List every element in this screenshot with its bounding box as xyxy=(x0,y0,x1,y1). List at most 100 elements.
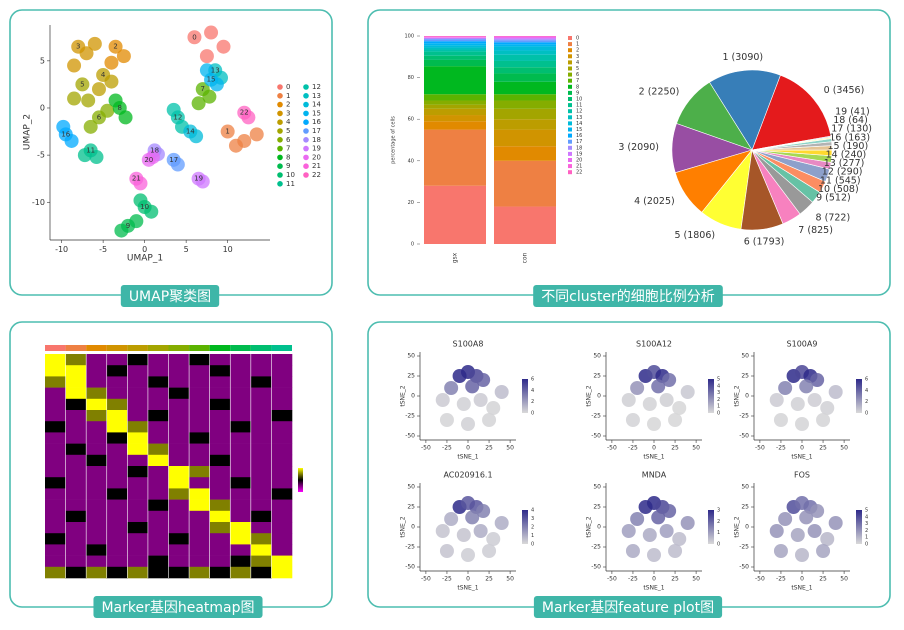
slice-label: 8 (722) xyxy=(816,212,851,223)
heat-cell xyxy=(189,544,210,556)
x-tick-label: -25 xyxy=(776,575,786,582)
x-tick-label: 50 xyxy=(692,575,700,582)
heat-cell xyxy=(168,555,190,568)
heat-cell xyxy=(230,477,252,489)
point xyxy=(444,512,459,526)
legend-label: 5 xyxy=(286,127,290,135)
cluster-label: 16 xyxy=(61,130,70,138)
legend-swatch xyxy=(568,158,572,162)
heat-cell xyxy=(127,410,149,422)
panel xyxy=(367,321,891,608)
cluster-label: 1 xyxy=(225,128,229,136)
colorbar-label: 1 xyxy=(717,404,720,410)
heat-cell xyxy=(86,398,108,411)
heat-cell xyxy=(250,533,272,545)
point xyxy=(680,516,695,530)
heat-cell xyxy=(45,533,66,545)
legend-swatch xyxy=(303,93,309,99)
cluster-label: 2 xyxy=(113,43,117,51)
point xyxy=(482,544,497,558)
heat-cell xyxy=(230,533,252,545)
legend-swatch xyxy=(568,48,572,53)
point xyxy=(456,397,471,411)
bar-segment xyxy=(424,47,486,50)
heat-cell xyxy=(250,432,272,444)
heat-cell xyxy=(147,510,169,523)
colorbar-label: 4 xyxy=(717,383,720,389)
legend-label: 10 xyxy=(576,97,582,103)
y-tick-label: -25 xyxy=(405,413,415,420)
pie-slice xyxy=(709,69,781,151)
x-tick-label: -50 xyxy=(421,575,431,582)
heat-cell xyxy=(250,398,272,411)
y-tick-label: 25 xyxy=(593,373,601,380)
legend-label: 19 xyxy=(576,151,582,157)
heat-cell xyxy=(86,454,108,467)
x-axis-label: tSNE_1 xyxy=(791,585,812,592)
caption: 不同cluster的细胞比例分析 xyxy=(541,289,715,305)
legend-label: 13 xyxy=(576,115,582,121)
heat-cell xyxy=(86,488,108,500)
bar-segment xyxy=(494,44,556,47)
plot-title: FOS xyxy=(794,471,810,480)
heat-cell xyxy=(250,555,272,568)
heat-cell xyxy=(45,566,66,579)
heat-cell xyxy=(230,466,252,478)
heat-cell xyxy=(106,488,128,500)
y-tick-label: -50 xyxy=(405,564,415,571)
y-axis-label: percentage of cells xyxy=(391,116,397,164)
heat-cell xyxy=(230,555,252,568)
point xyxy=(642,528,657,542)
x-tick-label: 50 xyxy=(506,575,514,582)
heat-cell xyxy=(230,522,252,534)
heat-cell xyxy=(209,566,231,579)
bar-segment xyxy=(494,54,556,61)
bar-segment xyxy=(424,129,486,186)
caption-pill xyxy=(533,596,723,618)
bar-segment xyxy=(424,59,486,67)
heat-cell xyxy=(271,488,293,500)
point xyxy=(659,524,674,538)
heat-cell xyxy=(45,510,66,523)
caption: UMAP聚类图 xyxy=(129,289,211,305)
point xyxy=(249,127,264,142)
heat-cell xyxy=(230,443,252,456)
x-axis-label: tSNE_1 xyxy=(643,585,664,592)
bar-segment xyxy=(494,129,556,147)
legend-label: 16 xyxy=(576,133,582,139)
bar-segment xyxy=(494,42,556,45)
x-tick-label: con xyxy=(522,252,529,263)
legend-label: 13 xyxy=(312,92,321,100)
y-tick-label: 25 xyxy=(407,504,415,511)
point xyxy=(118,110,133,125)
legend-swatch xyxy=(568,90,572,95)
heat-cell xyxy=(127,522,149,534)
y-tick-label: 20 xyxy=(408,200,414,206)
heat-cell xyxy=(106,533,128,545)
legend-label: 11 xyxy=(286,180,295,188)
heat-cell xyxy=(230,510,252,523)
heat-cell xyxy=(271,566,293,579)
heat-cell xyxy=(189,421,210,433)
heat-cell xyxy=(147,443,169,456)
y-tick-label: -25 xyxy=(591,544,601,551)
point xyxy=(114,223,129,238)
legend-label: 21 xyxy=(576,164,582,170)
point xyxy=(104,74,119,89)
cluster-strip xyxy=(168,345,190,351)
y-tick-label: 50 xyxy=(741,484,749,491)
heat-cell xyxy=(147,410,169,422)
legend-label: 17 xyxy=(576,139,582,145)
legend-label: 7 xyxy=(576,78,579,84)
y-tick-label: 0 xyxy=(745,393,749,400)
bar-segment xyxy=(494,206,556,244)
heat-cell xyxy=(106,499,128,512)
bar-segment xyxy=(494,73,556,82)
cluster-strip xyxy=(250,345,272,351)
bar-segment xyxy=(494,39,556,41)
cluster-label: 5 xyxy=(80,80,84,88)
heat-cell xyxy=(65,499,87,512)
cluster-label: 8 xyxy=(118,104,122,112)
heat-cell xyxy=(271,477,293,489)
